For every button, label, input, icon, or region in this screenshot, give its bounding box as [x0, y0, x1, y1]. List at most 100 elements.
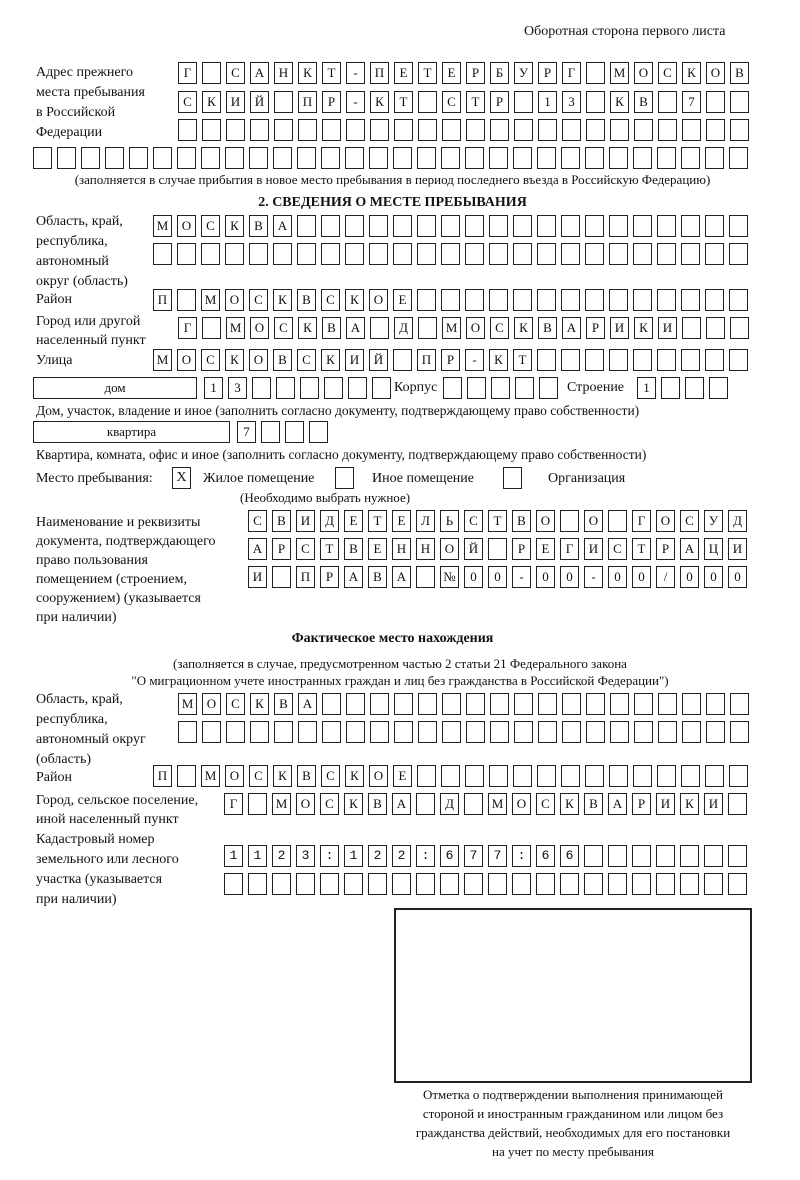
char-box[interactable]: Н — [392, 538, 411, 560]
char-box[interactable]: И — [584, 538, 603, 560]
char-box[interactable] — [609, 215, 628, 237]
char-box[interactable] — [322, 119, 341, 141]
char-box[interactable] — [296, 845, 315, 867]
char-box[interactable]: Д — [394, 317, 413, 339]
char-box[interactable] — [512, 845, 531, 867]
char-box[interactable] — [272, 845, 291, 867]
char-box[interactable] — [709, 377, 728, 399]
char-box[interactable] — [609, 765, 628, 787]
char-box[interactable]: М — [272, 793, 291, 815]
char-box[interactable]: Е — [393, 765, 412, 787]
char-box[interactable]: С — [274, 317, 293, 339]
char-box[interactable] — [489, 765, 508, 787]
char-box[interactable] — [681, 765, 700, 787]
char-box[interactable]: - — [465, 349, 484, 371]
char-box[interactable] — [729, 147, 748, 169]
char-box[interactable] — [537, 243, 556, 265]
char-box[interactable]: Й — [250, 91, 269, 113]
char-box[interactable]: А — [250, 62, 269, 84]
char-box[interactable]: 1 — [538, 91, 557, 113]
char-box[interactable] — [584, 845, 603, 867]
char-box[interactable] — [585, 215, 604, 237]
char-box[interactable] — [537, 289, 556, 311]
char-box[interactable] — [393, 243, 412, 265]
char-box[interactable]: Т — [368, 510, 387, 532]
char-box[interactable] — [322, 693, 341, 715]
char-box[interactable] — [705, 147, 724, 169]
char-box[interactable] — [321, 147, 340, 169]
char-box[interactable] — [609, 243, 628, 265]
char-box[interactable] — [562, 721, 581, 743]
house-type-field[interactable]: дом — [33, 377, 197, 399]
char-box[interactable] — [704, 845, 723, 867]
char-box[interactable] — [633, 147, 652, 169]
char-box[interactable] — [682, 119, 701, 141]
char-box[interactable]: К — [225, 349, 244, 371]
char-box[interactable] — [706, 317, 725, 339]
char-box[interactable] — [465, 289, 484, 311]
char-box[interactable]: К — [250, 693, 269, 715]
char-box[interactable] — [656, 845, 675, 867]
char-box[interactable] — [634, 721, 653, 743]
char-box[interactable] — [538, 693, 557, 715]
char-box[interactable] — [297, 147, 316, 169]
char-box[interactable]: О — [512, 793, 531, 815]
checkbox-residential[interactable]: X — [172, 467, 191, 489]
char-box[interactable] — [416, 845, 435, 867]
char-box[interactable]: К — [202, 91, 221, 113]
char-box[interactable]: Р — [538, 62, 557, 84]
char-box[interactable] — [392, 873, 411, 895]
char-box[interactable] — [681, 349, 700, 371]
char-box[interactable] — [489, 243, 508, 265]
char-box[interactable]: И — [704, 793, 723, 815]
char-box[interactable]: В — [297, 765, 316, 787]
char-box[interactable]: К — [682, 62, 701, 84]
char-box[interactable] — [537, 215, 556, 237]
char-box[interactable] — [441, 289, 460, 311]
char-box[interactable] — [274, 721, 293, 743]
char-box[interactable] — [442, 119, 461, 141]
char-box[interactable]: В — [344, 538, 363, 560]
char-box[interactable]: Т — [320, 538, 339, 560]
char-box[interactable]: П — [296, 566, 315, 588]
char-box[interactable]: К — [610, 91, 629, 113]
char-box[interactable]: С — [296, 538, 315, 560]
char-box[interactable] — [248, 793, 267, 815]
char-box[interactable]: Р — [490, 91, 509, 113]
char-box[interactable] — [513, 289, 532, 311]
char-box[interactable] — [633, 349, 652, 371]
char-box[interactable] — [202, 119, 221, 141]
char-box[interactable] — [297, 215, 316, 237]
char-box[interactable]: С — [201, 215, 220, 237]
char-box[interactable] — [418, 317, 437, 339]
char-box[interactable] — [416, 873, 435, 895]
char-box[interactable]: Р — [272, 538, 291, 560]
char-box[interactable]: А — [608, 793, 627, 815]
char-box[interactable] — [346, 119, 365, 141]
char-box[interactable] — [226, 721, 245, 743]
char-box[interactable] — [322, 721, 341, 743]
char-box[interactable]: - — [584, 566, 603, 588]
char-box[interactable] — [537, 147, 556, 169]
char-box[interactable] — [369, 147, 388, 169]
char-box[interactable]: Р — [441, 349, 460, 371]
char-box[interactable] — [274, 91, 293, 113]
char-box[interactable]: А — [248, 538, 267, 560]
char-box[interactable] — [440, 873, 459, 895]
char-box[interactable]: Е — [536, 538, 555, 560]
char-box[interactable] — [345, 147, 364, 169]
char-box[interactable]: / — [656, 566, 675, 588]
char-box[interactable] — [464, 793, 483, 815]
char-box[interactable] — [300, 377, 319, 399]
char-box[interactable] — [657, 147, 676, 169]
char-box[interactable]: О — [634, 62, 653, 84]
char-box[interactable]: Й — [464, 538, 483, 560]
char-box[interactable]: Т — [513, 349, 532, 371]
char-box[interactable] — [441, 215, 460, 237]
char-box[interactable]: Р — [586, 317, 605, 339]
char-box[interactable] — [560, 510, 579, 532]
char-box[interactable]: П — [153, 289, 172, 311]
char-box[interactable]: В — [512, 510, 531, 532]
char-box[interactable] — [178, 721, 197, 743]
char-box[interactable] — [370, 119, 389, 141]
